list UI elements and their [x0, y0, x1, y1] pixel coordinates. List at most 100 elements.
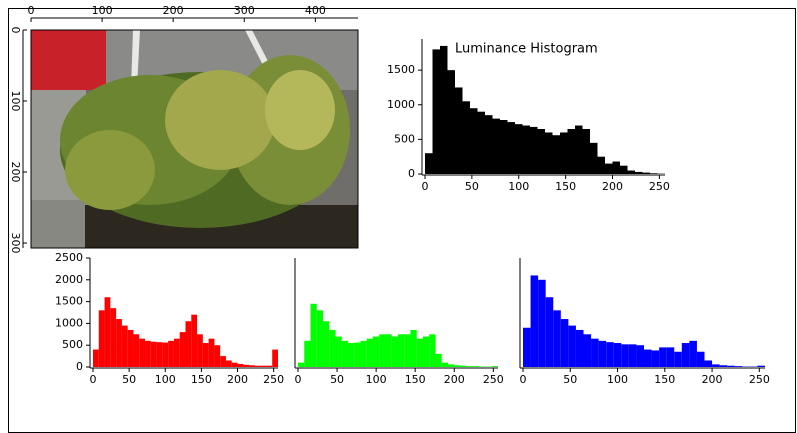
histogram-bar [379, 334, 386, 367]
histogram-bar [423, 336, 430, 367]
y-tick-label: 500 [394, 132, 415, 145]
histogram-bar [179, 332, 186, 367]
histogram-bar [98, 310, 105, 367]
histogram-bar [530, 126, 538, 174]
histogram-bar [316, 310, 323, 367]
histogram-bar [441, 362, 448, 367]
histogram-bar [545, 297, 554, 367]
x-tick-label: 200 [702, 373, 723, 386]
histogram-bar [659, 347, 667, 367]
histogram-bar [674, 351, 682, 367]
histogram-bar [391, 336, 398, 367]
y-tick-label: 300 [9, 233, 22, 254]
y-tick-label: 200 [9, 162, 22, 183]
histogram-bar [583, 334, 592, 367]
x-tick-label: 100 [366, 373, 387, 386]
histogram-bar [323, 321, 330, 367]
histogram-bar [515, 124, 523, 174]
histogram-bar [341, 340, 348, 367]
x-tick-label: 100 [607, 373, 628, 386]
x-tick-label: 50 [465, 180, 479, 193]
histogram-bar [133, 334, 140, 367]
histogram-bar [620, 165, 628, 174]
histogram-bar [582, 129, 590, 174]
histogram-bar [435, 353, 442, 367]
histogram-bar [651, 350, 660, 367]
histogram-bar [145, 340, 151, 367]
x-tick-label: 0 [295, 373, 302, 386]
histogram-bar [197, 334, 203, 367]
histogram-bar [466, 366, 473, 367]
histogram-bar [757, 365, 765, 367]
histogram-bar [719, 365, 728, 367]
histogram-bar [485, 115, 493, 174]
histogram-bar [404, 334, 411, 367]
histogram-bar [243, 364, 250, 367]
histogram-bar [523, 327, 531, 367]
histogram-bar [553, 310, 561, 367]
histogram-bar [590, 142, 598, 174]
histogram-bar [173, 338, 180, 367]
histogram-bar [491, 366, 498, 367]
histogram-bar [220, 356, 226, 367]
x-tick-label: 100 [155, 373, 176, 386]
x-tick-label: 300 [234, 4, 255, 17]
histogram-bar [202, 343, 209, 367]
histogram-bar [335, 336, 342, 367]
y-tick-label: 1500 [387, 63, 415, 76]
histogram-bar [416, 338, 423, 367]
x-tick-label: 250 [749, 373, 770, 386]
histogram-bar [93, 349, 99, 367]
histogram-bar [568, 325, 576, 367]
histogram-bar [214, 345, 221, 367]
histogram-bar [448, 364, 455, 367]
y-tick-label: 1500 [55, 295, 83, 308]
y-tick-label: 500 [62, 338, 83, 351]
y-tick-label: 0 [408, 167, 415, 180]
histogram-bar [121, 325, 128, 367]
histogram-bar [538, 279, 546, 367]
histogram-bar [208, 338, 215, 367]
histogram-bar [231, 362, 238, 367]
histogram-bar [150, 341, 157, 367]
x-tick-label: 250 [483, 373, 504, 386]
histogram-bar [156, 342, 163, 367]
histogram-bar [492, 118, 500, 174]
histogram-bar [627, 170, 635, 174]
x-tick-label: 250 [649, 180, 670, 193]
histogram-bar [507, 122, 515, 174]
histogram-bar [310, 303, 317, 367]
x-tick-label: 200 [163, 4, 184, 17]
histogram-bar [560, 132, 568, 174]
histogram-bar [127, 329, 134, 367]
x-tick-label: 150 [191, 373, 212, 386]
histogram-bar [575, 125, 583, 174]
histogram-bar [470, 108, 478, 174]
histogram-bar [398, 334, 405, 367]
histogram-bar [591, 338, 599, 367]
x-tick-label: 0 [520, 373, 527, 386]
x-tick-label: 250 [263, 373, 284, 386]
histogram-bar [191, 314, 198, 367]
x-tick-label: 0 [90, 373, 97, 386]
chart-title: Luminance Histogram [455, 42, 598, 57]
histogram-bar [642, 172, 650, 174]
histogram-bar [545, 132, 553, 174]
histogram-bar [139, 338, 146, 367]
histogram-bar [704, 360, 713, 367]
histogram-bar [447, 70, 455, 174]
x-tick-label: 100 [508, 180, 529, 193]
histogram-bar [552, 135, 560, 174]
histogram-bar [454, 365, 461, 367]
x-tick-label: 50 [330, 373, 344, 386]
histogram-bar [360, 340, 367, 367]
histogram-bar [272, 349, 278, 367]
image-frame [30, 29, 359, 249]
y-tick-label: 0 [76, 360, 83, 373]
x-tick-label: 150 [654, 373, 675, 386]
histogram-bar [110, 308, 117, 367]
histogram-bar [567, 129, 575, 174]
x-tick-label: 0 [422, 180, 429, 193]
x-tick-label: 100 [92, 4, 113, 17]
histogram-bar [366, 338, 373, 367]
